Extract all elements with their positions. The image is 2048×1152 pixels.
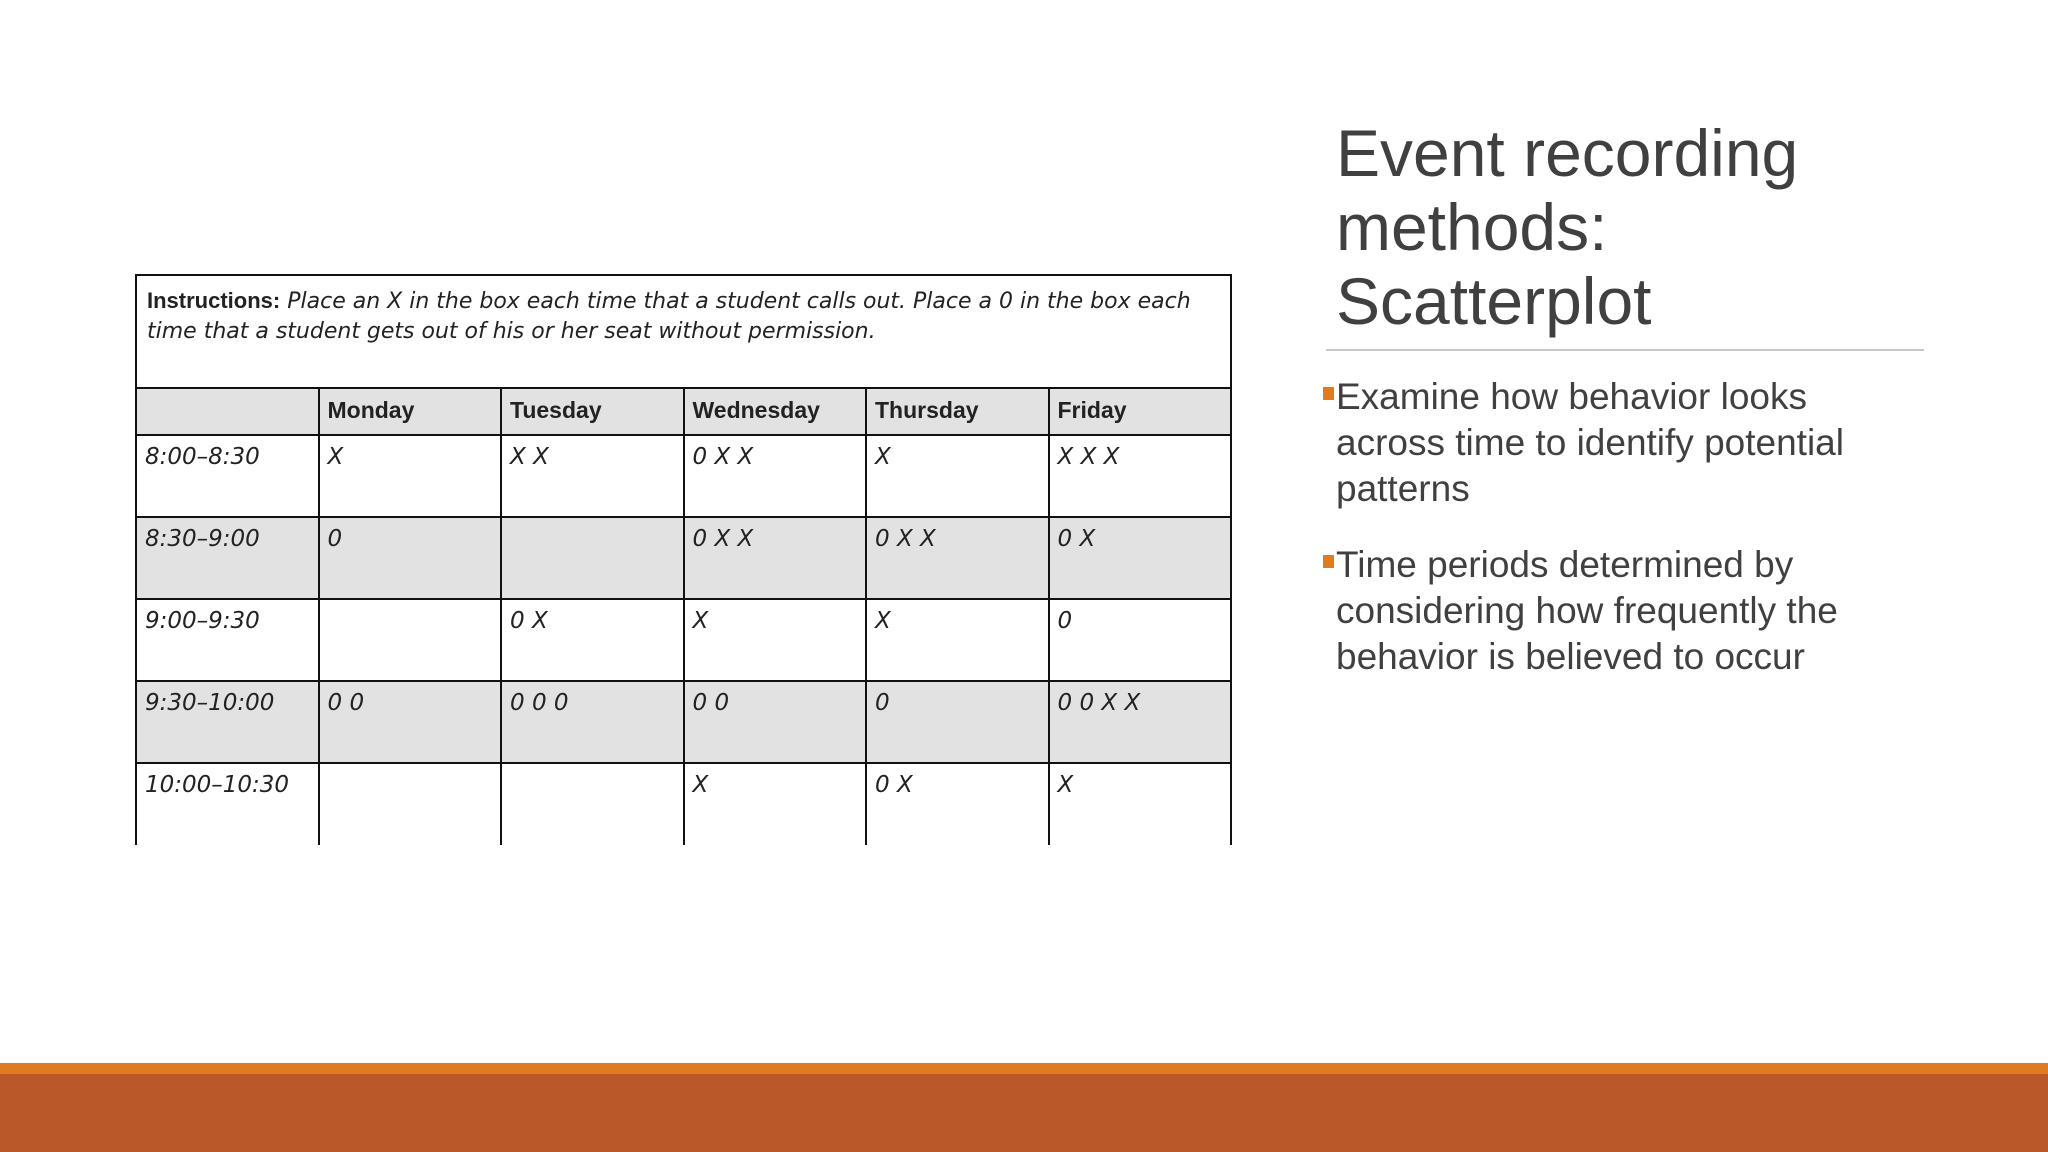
tally-cell: 0 X X xyxy=(865,516,1050,600)
header-cell: Friday xyxy=(1047,387,1232,436)
tally-cell: X xyxy=(865,598,1050,682)
scatterplot-table: Instructions: Place an X in the box each… xyxy=(135,274,1232,845)
bullet-line: Time periods determined by xyxy=(1336,544,1794,585)
tally-cell: X xyxy=(682,762,867,845)
bullet-line: behavior is believed to occur xyxy=(1336,636,1805,677)
tally-cell: 0 xyxy=(1047,598,1232,682)
time-cell: 9:00–9:30 xyxy=(135,598,320,682)
tally-cell: X xyxy=(317,434,502,518)
title-rule xyxy=(1326,349,1924,351)
tally-cell: 0 X xyxy=(500,598,685,682)
instructions-row: Instructions: Place an X in the box each… xyxy=(135,274,1232,389)
bullet-line: considering how frequently the xyxy=(1336,590,1838,631)
bullet: Time periods determined by considering ho… xyxy=(1322,542,1942,680)
header-cell: Monday xyxy=(317,387,502,436)
time-cell: 8:00–8:30 xyxy=(135,434,320,518)
tally-cell xyxy=(500,762,685,845)
bullet-marker xyxy=(1323,555,1334,568)
tally-cell: 0 X xyxy=(1047,516,1232,600)
instructions-label: Instructions: xyxy=(147,288,281,313)
tally-cell: 0 xyxy=(865,680,1050,764)
instructions-text: Place an X in the box each time that a s… xyxy=(147,289,1191,344)
header-cell: Wednesday xyxy=(682,387,867,436)
slide-title: Event recording methods: Scatterplot xyxy=(1336,116,1798,338)
tally-cell: 0 0 0 xyxy=(500,680,685,764)
footer-bar xyxy=(0,1074,2048,1152)
header-cell: Tuesday xyxy=(500,387,685,436)
tally-cell: 0 0 X X xyxy=(1047,680,1232,764)
tally-cell xyxy=(317,598,502,682)
tally-cell xyxy=(500,516,685,600)
title-line: methods: xyxy=(1336,190,1608,264)
time-cell: 8:30–9:00 xyxy=(135,516,320,600)
bullet-marker xyxy=(1323,387,1334,400)
bullet-line: Examine how behavior looks xyxy=(1336,376,1807,417)
bullet: Examine how behavior looks across time to… xyxy=(1322,374,1942,512)
instructions-cell: Instructions: Place an X in the box each… xyxy=(135,274,1232,389)
tally-cell: 0 0 xyxy=(682,680,867,764)
title-line: Scatterplot xyxy=(1336,264,1652,338)
tally-cell: X xyxy=(1047,762,1232,845)
tally-cell xyxy=(317,762,502,845)
header-cell: Thursday xyxy=(865,387,1050,436)
tally-cell: X xyxy=(865,434,1050,518)
time-cell: 9:30–10:00 xyxy=(135,680,320,764)
bullet-line: patterns xyxy=(1336,468,1470,509)
tally-cell: 0 X X xyxy=(682,434,867,518)
tally-cell: 0 0 xyxy=(317,680,502,764)
tally-cell: 0 X xyxy=(865,762,1050,845)
header-cell xyxy=(135,387,320,436)
time-cell: 10:00–10:30 xyxy=(135,762,320,845)
tally-cell: 0 xyxy=(317,516,502,600)
bullet-line: across time to identify potential xyxy=(1336,422,1844,463)
tally-cell: X X X xyxy=(1047,434,1232,518)
title-line: Event recording xyxy=(1336,116,1799,190)
tally-cell: 0 X X xyxy=(682,516,867,600)
bullet-list: Examine how behavior looks across time to… xyxy=(1322,374,1942,710)
tally-cell: X X xyxy=(500,434,685,518)
accent-bar xyxy=(0,1063,2048,1074)
header-row: Monday Tuesday Wednesday Thursday Friday xyxy=(135,387,1232,436)
tally-cell: X xyxy=(682,598,867,682)
